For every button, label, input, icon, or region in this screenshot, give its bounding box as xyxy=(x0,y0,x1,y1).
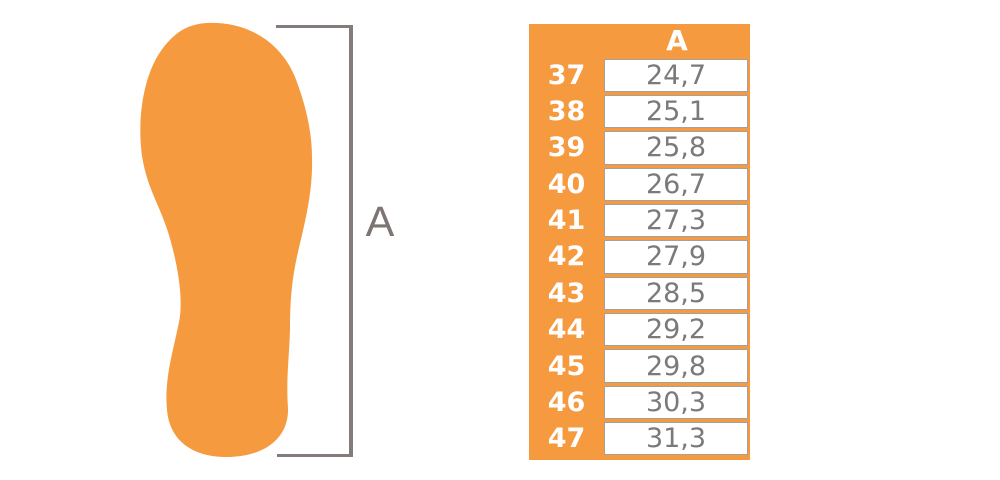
size-label: 40 xyxy=(547,168,586,200)
table-row: 38 25,1 xyxy=(529,93,750,129)
size-label: 37 xyxy=(547,59,586,91)
size-label: 42 xyxy=(547,241,586,273)
size-label: 43 xyxy=(547,277,586,309)
column-header-a: A xyxy=(666,24,688,57)
table-row: 45 29,8 xyxy=(529,348,750,384)
size-label: 46 xyxy=(547,386,586,418)
value-cell: 25,8 xyxy=(604,131,748,165)
value-cell: 27,9 xyxy=(604,240,748,274)
value-cell: 29,2 xyxy=(604,313,748,347)
value-cell: 27,3 xyxy=(604,203,748,238)
size-label: 39 xyxy=(547,132,586,164)
foot-insole-icon xyxy=(140,22,313,458)
table-row: 42 27,9 xyxy=(529,239,750,275)
value-cell: 29,8 xyxy=(604,349,748,383)
table-row: 40 26,7 xyxy=(529,166,750,202)
size-label: 41 xyxy=(547,205,586,237)
size-table: A 37 24,7 38 25,1 39 25,8 40 26,7 41 27,… xyxy=(529,24,750,460)
value-cell: 28,5 xyxy=(604,276,748,311)
value-cell: 24,7 xyxy=(604,58,748,92)
table-row: 46 30,3 xyxy=(529,384,750,420)
table-row: 39 25,8 xyxy=(529,130,750,166)
table-row: 47 31,3 xyxy=(529,421,750,457)
measurement-label-a: A xyxy=(365,198,395,246)
table-row: 37 24,7 xyxy=(529,57,750,93)
table-row: 41 27,3 xyxy=(529,202,750,238)
foot-measurement-illustration xyxy=(140,22,353,458)
size-label: 45 xyxy=(547,350,586,382)
table-header-row: A xyxy=(529,24,750,57)
measurement-bracket-icon xyxy=(276,25,353,457)
table-row: 43 28,5 xyxy=(529,275,750,311)
value-cell: 26,7 xyxy=(604,167,748,201)
size-label: 47 xyxy=(547,423,586,455)
value-cell: 25,1 xyxy=(604,94,748,129)
table-body: 37 24,7 38 25,1 39 25,8 40 26,7 41 27,3 … xyxy=(529,57,750,460)
value-cell: 30,3 xyxy=(604,385,748,420)
size-label: 44 xyxy=(547,314,586,346)
value-cell: 31,3 xyxy=(604,422,748,456)
table-row: 44 29,2 xyxy=(529,312,750,348)
size-label: 38 xyxy=(547,96,586,128)
